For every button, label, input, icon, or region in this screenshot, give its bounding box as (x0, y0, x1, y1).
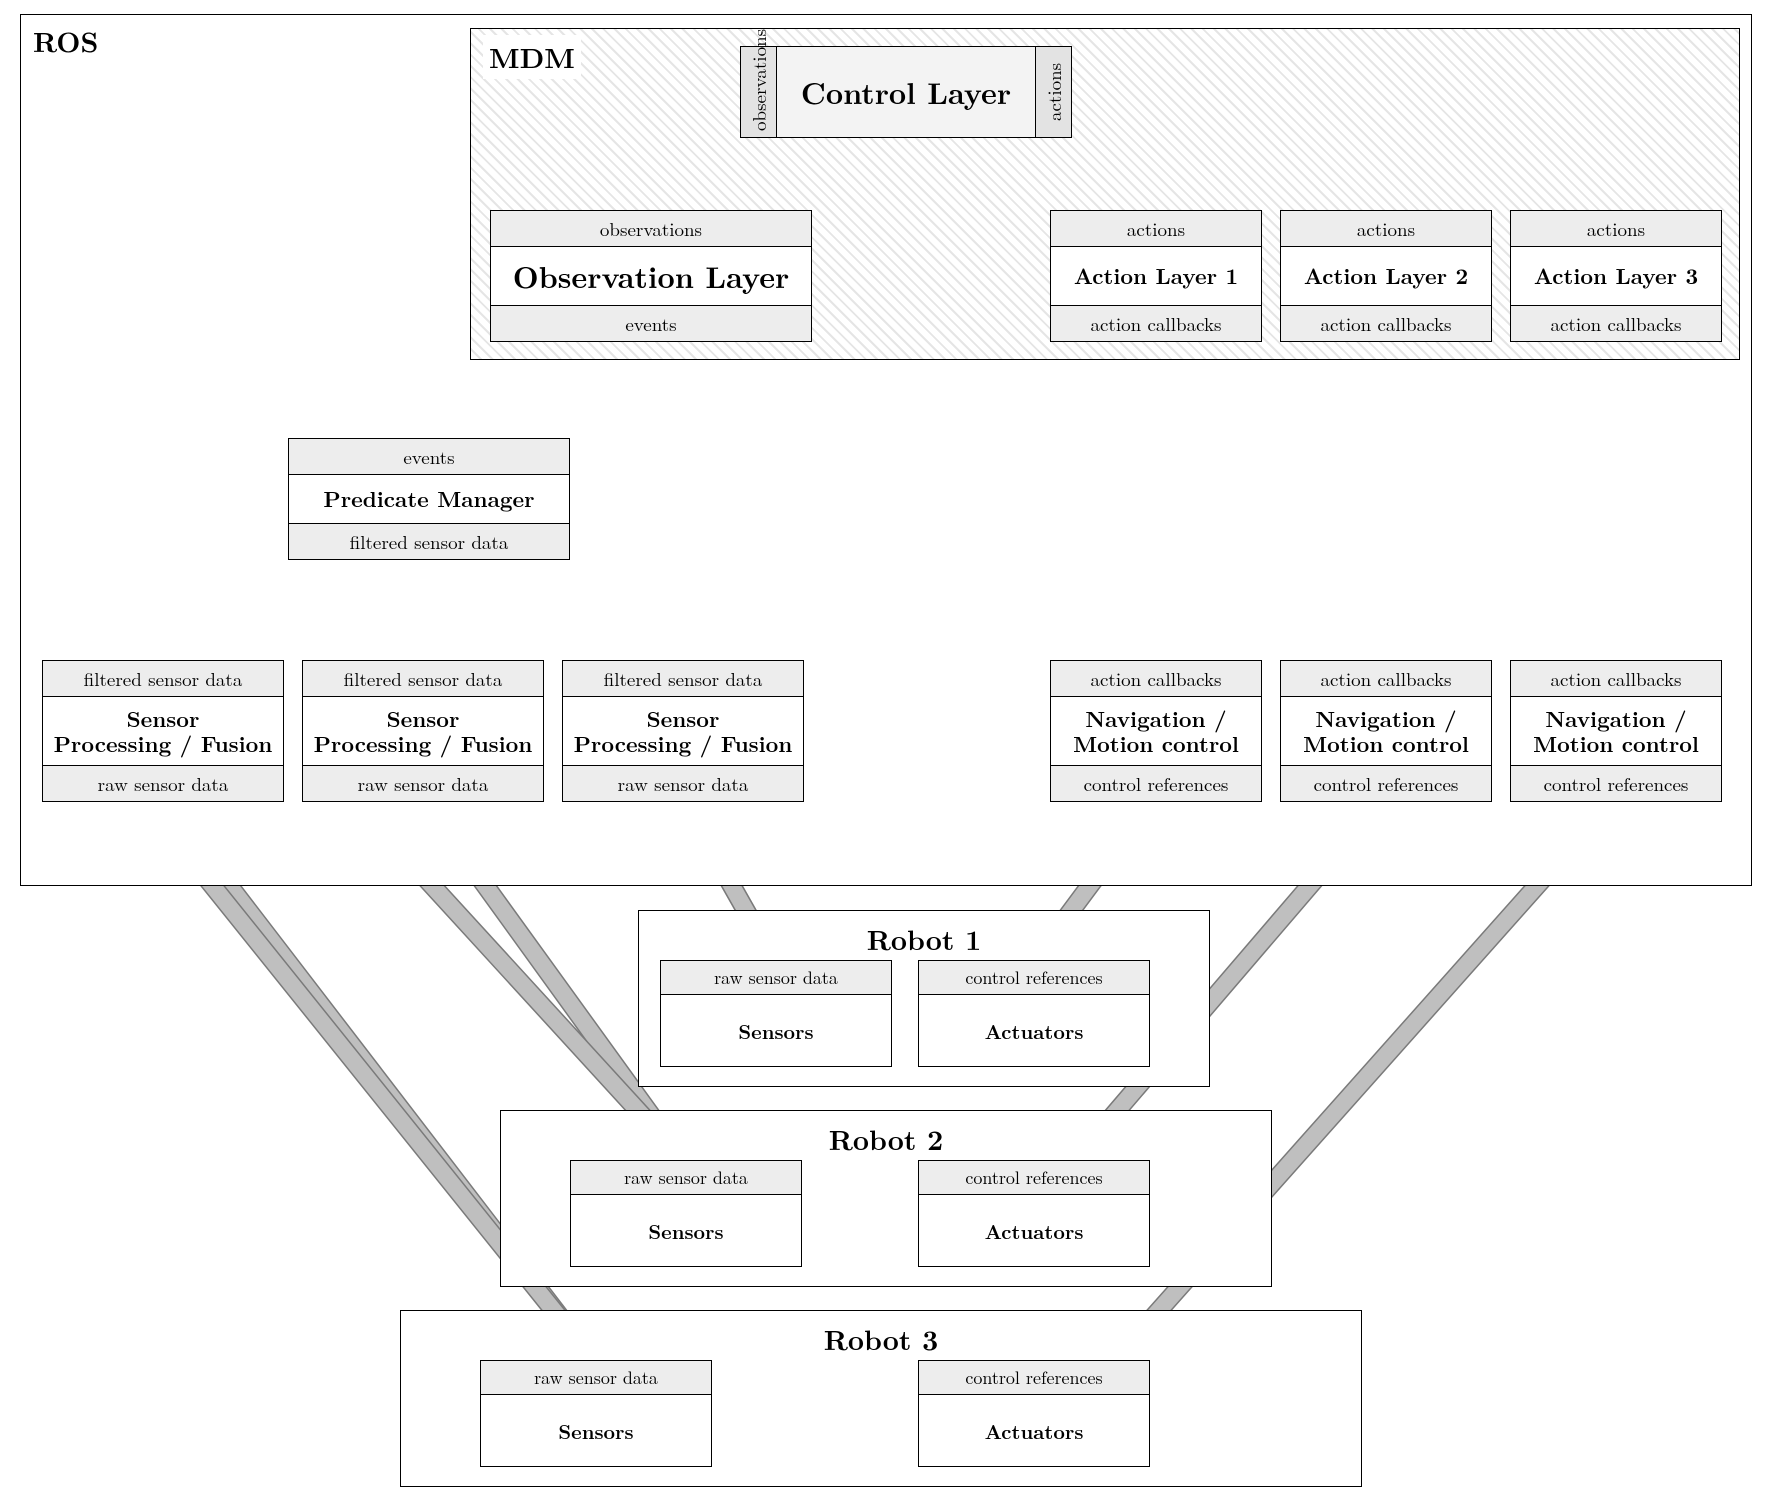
sensor-proc-2-title: SensorProcessing / Fusion (303, 697, 543, 765)
actuators-cap: control references (919, 961, 1149, 995)
pred-bottom: filtered sensor data (289, 523, 569, 559)
nav-1-bottom: control references (1051, 765, 1261, 801)
mdm-label: MDM (483, 35, 581, 79)
sensor-proc-1-title: SensorProcessing / Fusion (43, 697, 283, 765)
sensor-proc-3-top: filtered sensor data (563, 661, 803, 697)
action-layer-1-top: actions (1051, 211, 1261, 247)
sensors-body: Sensors (661, 995, 891, 1066)
robot-3-sensors: raw sensor dataSensors (480, 1360, 712, 1467)
nav-2-bottom: control references (1281, 765, 1491, 801)
control-title: Control Layer (777, 47, 1035, 137)
robot-1-actuators: control referencesActuators (918, 960, 1150, 1067)
sensor-proc-1-top: filtered sensor data (43, 661, 283, 697)
nav-3-top: action callbacks (1511, 661, 1721, 697)
sensor-proc-2-bottom: raw sensor data (303, 765, 543, 801)
robot-1-sensors: raw sensor dataSensors (660, 960, 892, 1067)
robot-3-title: Robot 3 (401, 1311, 1361, 1363)
sensor-proc-3-bottom: raw sensor data (563, 765, 803, 801)
action-layer-2: actionsAction Layer 2action callbacks (1280, 210, 1492, 342)
action-layer-2-title: Action Layer 2 (1281, 247, 1491, 305)
nav-1: action callbacksNavigation /Motion contr… (1050, 660, 1262, 802)
sensor-proc-1-bottom: raw sensor data (43, 765, 283, 801)
robot-2-sensors: raw sensor dataSensors (570, 1160, 802, 1267)
action-layer-3-title: Action Layer 3 (1511, 247, 1721, 305)
actuators-body: Actuators (919, 1395, 1149, 1466)
nav-2: action callbacksNavigation /Motion contr… (1280, 660, 1492, 802)
nav-1-top: action callbacks (1051, 661, 1261, 697)
obs-top: observations (491, 211, 811, 247)
action-layer-3-top: actions (1511, 211, 1721, 247)
robot-2-title: Robot 2 (501, 1111, 1271, 1163)
action-layer-2-top: actions (1281, 211, 1491, 247)
nav-3: action callbacksNavigation /Motion contr… (1510, 660, 1722, 802)
sensor-proc-3-title: SensorProcessing / Fusion (563, 697, 803, 765)
actuators-cap: control references (919, 1161, 1149, 1195)
actuators-cap: control references (919, 1361, 1149, 1395)
sensor-proc-3: filtered sensor dataSensorProcessing / F… (562, 660, 804, 802)
predicate-manager: events Predicate Manager filtered sensor… (288, 438, 570, 560)
sensor-proc-2-top: filtered sensor data (303, 661, 543, 697)
sensors-cap: raw sensor data (571, 1161, 801, 1195)
actuators-body: Actuators (919, 995, 1149, 1066)
observation-layer: observations Observation Layer events (490, 210, 812, 342)
action-layer-1-title: Action Layer 1 (1051, 247, 1261, 305)
sensors-body: Sensors (571, 1195, 801, 1266)
nav-1-title: Navigation /Motion control (1051, 697, 1261, 765)
control-right-cap: actions (1035, 47, 1071, 137)
sensors-body: Sensors (481, 1395, 711, 1466)
actuators-body: Actuators (919, 1195, 1149, 1266)
obs-bottom: events (491, 305, 811, 341)
nav-2-title: Navigation /Motion control (1281, 697, 1491, 765)
pred-title: Predicate Manager (289, 475, 569, 523)
action-layer-2-bottom: action callbacks (1281, 305, 1491, 341)
control-left-cap: observations (741, 47, 777, 137)
nav-2-top: action callbacks (1281, 661, 1491, 697)
sensors-cap: raw sensor data (661, 961, 891, 995)
robot-1-title: Robot 1 (639, 911, 1209, 963)
ros-label: ROS (33, 21, 98, 61)
robot-3-actuators: control referencesActuators (918, 1360, 1150, 1467)
nav-3-title: Navigation /Motion control (1511, 697, 1721, 765)
obs-title: Observation Layer (491, 247, 811, 305)
sensor-proc-1: filtered sensor dataSensorProcessing / F… (42, 660, 284, 802)
control-layer: observations Control Layer actions (740, 46, 1072, 138)
robot-2-actuators: control referencesActuators (918, 1160, 1150, 1267)
action-layer-1: actionsAction Layer 1action callbacks (1050, 210, 1262, 342)
action-layer-3-bottom: action callbacks (1511, 305, 1721, 341)
action-layer-3: actionsAction Layer 3action callbacks (1510, 210, 1722, 342)
action-layer-1-bottom: action callbacks (1051, 305, 1261, 341)
sensors-cap: raw sensor data (481, 1361, 711, 1395)
pred-top: events (289, 439, 569, 475)
nav-3-bottom: control references (1511, 765, 1721, 801)
sensor-proc-2: filtered sensor dataSensorProcessing / F… (302, 660, 544, 802)
